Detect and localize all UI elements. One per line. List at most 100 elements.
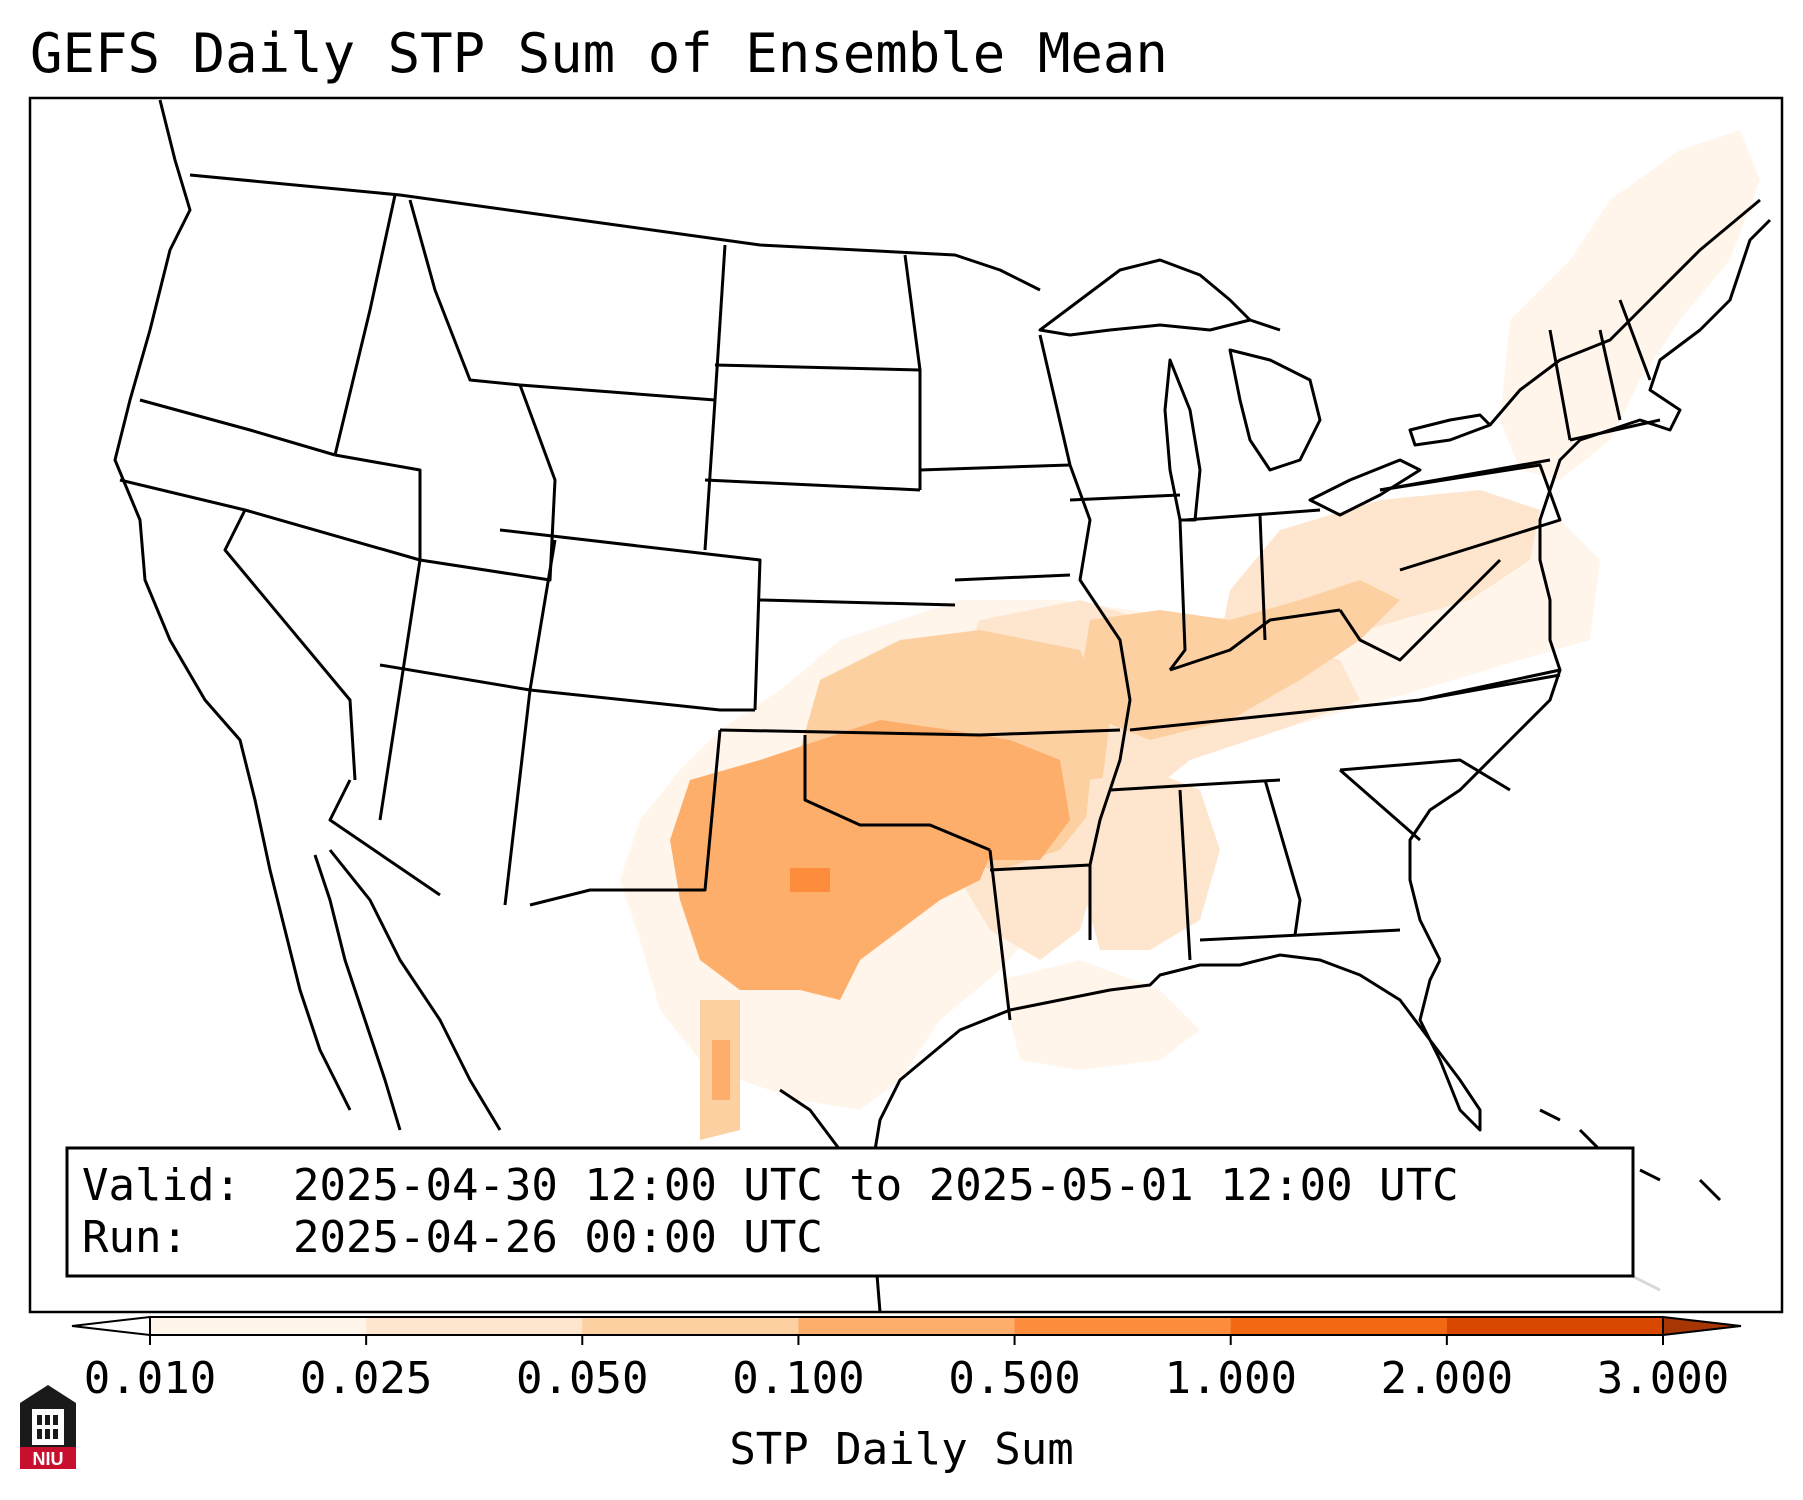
colorbar-tick-label: 0.050 (516, 1353, 648, 1404)
coastline-baja (313, 854, 402, 1131)
border-nd-mn (903, 254, 922, 490)
lake-erie (1308, 458, 1422, 517)
logo-window (37, 1415, 42, 1425)
colorbar-frame (149, 1316, 1664, 1336)
border-il-in (1168, 519, 1187, 671)
border-ks-ok (719, 728, 981, 737)
figure-title: GEFS Daily STP Sum of Ensemble Mean (30, 22, 1168, 85)
border-ky-oh (1169, 608, 1341, 672)
border-nd-sd (714, 363, 921, 372)
logo-window (37, 1429, 42, 1439)
niu-logo: NIU (20, 1385, 76, 1469)
border-nm-tx (529, 729, 722, 907)
logo-band (20, 1447, 76, 1469)
colorbar-segment (1446, 1317, 1664, 1335)
colorbar-segment (798, 1317, 1016, 1335)
border-mississippi-river (1068, 464, 1132, 940)
border-tn-ms-al (1109, 778, 1281, 792)
border-wy-sd-ne (703, 399, 717, 551)
colorbar-segment (1014, 1317, 1232, 1335)
colorbar-tick-label: 0.100 (732, 1353, 864, 1404)
colorbar-tick-label: 0.010 (84, 1353, 216, 1404)
border-id-ut-wy (419, 384, 557, 582)
state-borders (119, 173, 1761, 1021)
logo-text: NIU (33, 1449, 64, 1469)
border-mn-ia (919, 463, 1071, 472)
border-ms-al (1178, 789, 1192, 961)
border-wi-mn (1038, 334, 1072, 466)
colorbar-label: STP Daily Sum (729, 1424, 1074, 1475)
stp-shade-ok-arkansas (820, 720, 1070, 860)
border-ny-vt (1548, 329, 1572, 441)
logo-window (53, 1415, 58, 1425)
border-mo-ar (979, 728, 1121, 737)
border-mi-oh-in (1184, 508, 1321, 522)
border-ca-nv (223, 509, 357, 781)
border-pa (1379, 463, 1562, 572)
border-ia-mo (954, 573, 1071, 582)
border-mt-nd (713, 244, 727, 401)
colorbar-tick-label: 0.025 (300, 1353, 432, 1404)
border-nc-sc (1339, 758, 1511, 792)
border-az-ca (328, 779, 441, 897)
border-me (1618, 299, 1652, 381)
colorbar-extend-min (71, 1315, 151, 1337)
border-wy-co (499, 528, 762, 711)
stp-shade-gulf-light (1000, 960, 1200, 1070)
logo-window (53, 1429, 58, 1439)
border-nv-ut (378, 559, 422, 821)
coastline-west (113, 99, 352, 1111)
border-ar-la (989, 863, 1091, 872)
border-wa-or (139, 398, 336, 457)
border-tx-la (988, 849, 1012, 1021)
border-ga-sc (1339, 768, 1421, 842)
border-co-nm (529, 688, 755, 712)
border-id-mt (408, 199, 521, 387)
stp-shade-deep-south (1080, 770, 1220, 950)
border-va-nc (1419, 673, 1561, 702)
colorbar-tick-label: 0.500 (948, 1353, 1080, 1404)
border-ok-tx (803, 735, 991, 852)
border-mt-wy (519, 383, 716, 402)
border-wv (1338, 558, 1502, 662)
border-sd-ne (704, 478, 921, 492)
coastline-bahamas (1539, 1108, 1722, 1202)
border-vt-nh (1598, 329, 1622, 421)
border-wa-id (333, 194, 397, 456)
coastline-atlantic (1408, 218, 1772, 961)
info-box: Valid: 2025-04-30 12:00 UTC to 2025-05-0… (65, 1146, 1635, 1278)
colorbar-tick-label: 1.000 (1164, 1353, 1296, 1404)
colorbar-tick-label: 2.000 (1381, 1353, 1513, 1404)
lake-superior (1038, 258, 1252, 337)
border-in-oh (1258, 514, 1267, 641)
valid-value: 2025-04-30 12:00 UTC to 2025-05-01 12:00… (293, 1160, 1459, 1211)
colorbar-segment (150, 1317, 367, 1335)
colorbar-extend-max (1662, 1315, 1742, 1337)
border-ny-pa (1379, 458, 1551, 492)
info-box-frame (65, 1146, 1635, 1278)
colorbar: 0.010 0.025 0.050 0.100 0.500 1.000 2.000 3.000 (71, 1315, 1742, 1404)
stp-shade-south-texas-core (712, 1040, 730, 1100)
stp-shade-core (790, 868, 830, 892)
coastline-mexico-west (328, 849, 502, 1131)
coastline-gulf (868, 953, 1482, 1313)
border-or-id (334, 453, 422, 560)
run-label: Run: (82, 1212, 188, 1263)
border-wi-il (1069, 493, 1181, 502)
stp-shade-appalachian (1080, 580, 1400, 740)
stp-shade-northeast-light (1500, 130, 1760, 480)
valid-label: Valid: (82, 1160, 241, 1211)
coastlines (113, 99, 1772, 1313)
colorbar-tick-label: 3.000 (1597, 1353, 1729, 1404)
run-value: 2025-04-26 00:00 UTC (293, 1212, 823, 1263)
map-frame (28, 96, 1784, 1314)
border-us-canada (189, 173, 1761, 426)
border-ga-fl (1199, 928, 1401, 942)
border-al-ga (1263, 779, 1302, 936)
logo-window (45, 1429, 50, 1439)
border-ma (1569, 418, 1661, 442)
border-ne-ks (759, 598, 956, 607)
colorbar-segment (1230, 1317, 1448, 1335)
